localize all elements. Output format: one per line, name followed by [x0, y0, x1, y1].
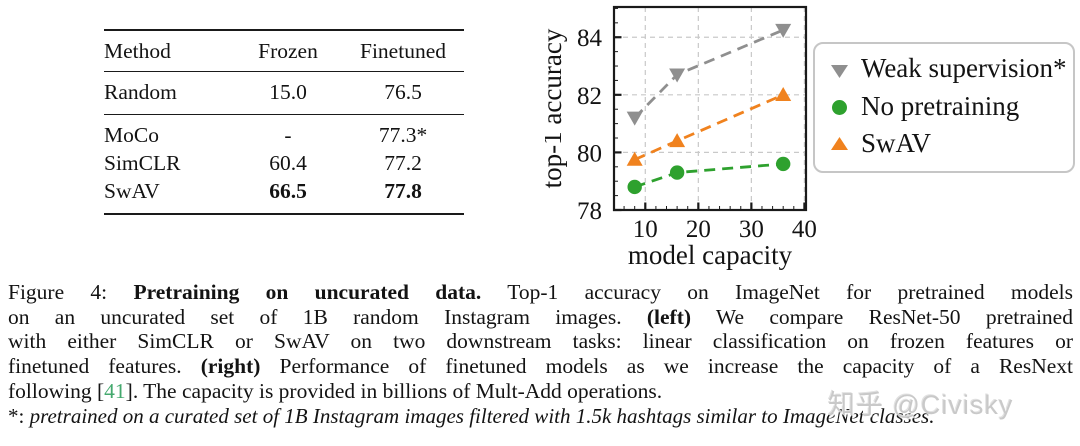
svg-text:80: 80 [577, 140, 602, 167]
legend-label: Weak supervision* [861, 53, 1067, 84]
svg-text:30: 30 [739, 216, 764, 243]
legend-item-no-pretraining: No pretraining [829, 90, 1073, 123]
table-row-moco: MoCo - 77.3* [104, 115, 464, 150]
svg-text:20: 20 [686, 216, 711, 243]
table-row-random: Random 15.0 76.5 [104, 71, 464, 115]
legend-label: No pretraining [861, 90, 1020, 121]
svg-text:82: 82 [577, 83, 602, 110]
triangle-down-marker-icon [831, 64, 848, 78]
x-axis-label: model capacity [628, 240, 793, 270]
frozen-cell: 66.5 [234, 177, 342, 215]
legend-item-swav: SwAV [829, 127, 1073, 160]
footnote-text: pretrained on a curated set of 1B Instag… [29, 404, 935, 428]
triangle-up-marker-icon [831, 137, 848, 151]
method-cell: SimCLR [104, 151, 181, 175]
caption-line: Figure 4: Pretraining on uncurated data.… [8, 280, 1074, 304]
col-header-method: Method [104, 29, 234, 72]
series-swav [626, 87, 792, 166]
method-cell: Random [104, 71, 234, 115]
caption-line: on an uncurated set of 1B random Instagr… [8, 304, 1073, 329]
legend-label: SwAV [861, 127, 932, 158]
series-weak-supervision [626, 23, 792, 126]
footnote-marker: *: [8, 404, 25, 428]
frozen-cell: 15.0 [234, 71, 342, 115]
col-header-finetuned: Finetuned [342, 29, 464, 72]
frozen-cell: - [284, 123, 292, 147]
circle-marker-icon [832, 100, 847, 115]
citation-link: 41 [104, 378, 126, 403]
table-row-swav: SwAV 66.5 77.8 [104, 177, 464, 215]
caption-line: following [41]. The capacity is provided… [8, 378, 663, 403]
col-header-frozen: Frozen [234, 29, 342, 72]
accuracy-vs-capacity-chart: 10 20 30 40 78 80 82 84 model capacity top-1 accu… [545, 5, 817, 270]
y-axis-label: top-1 accuracy [545, 28, 567, 188]
finetuned-cell: 76.5 [342, 71, 464, 115]
method-cell: SwAV [104, 177, 234, 215]
svg-text:84: 84 [577, 25, 603, 52]
legend-item-weak-supervision: Weak supervision* [829, 55, 1073, 85]
caption-title: Pretraining on uncurated data. [133, 280, 482, 304]
caption-label: Figure 4: [8, 280, 108, 304]
figure-caption: Figure 4: Pretraining on uncurated data.… [8, 280, 1073, 404]
table-header-row: Method Frozen Finetuned [104, 29, 464, 72]
table-row-simclr: SimCLR 60.4 77.2 [104, 150, 464, 178]
svg-text:40: 40 [792, 216, 817, 243]
watermark: 知乎 @Civisky [828, 390, 1014, 420]
finetuned-cell: 77.2 [384, 151, 422, 175]
series-no-pretraining [627, 156, 791, 195]
svg-text:78: 78 [577, 198, 602, 225]
chart-legend: Weak supervision* No pretraining SwAV [813, 42, 1075, 173]
chart-tick-labels: 10 20 30 40 78 80 82 84 [577, 25, 817, 243]
method-cell: MoCo [104, 123, 159, 147]
svg-text:10: 10 [633, 216, 658, 243]
caption-line: with either SimCLR or SwAV on two downst… [8, 329, 1073, 354]
footnote: *: pretrained on a curated set of 1B Ins… [8, 404, 1073, 428]
finetuned-cell: 77.3* [378, 123, 428, 147]
finetuned-cell: 77.8 [342, 177, 464, 215]
chart-axes [613, 7, 806, 212]
frozen-cell: 60.4 [269, 151, 307, 175]
results-table: Method Frozen Finetuned Random 15.0 76.5… [104, 29, 464, 215]
caption-line: finetuned features. (right) Performance … [8, 354, 1073, 379]
